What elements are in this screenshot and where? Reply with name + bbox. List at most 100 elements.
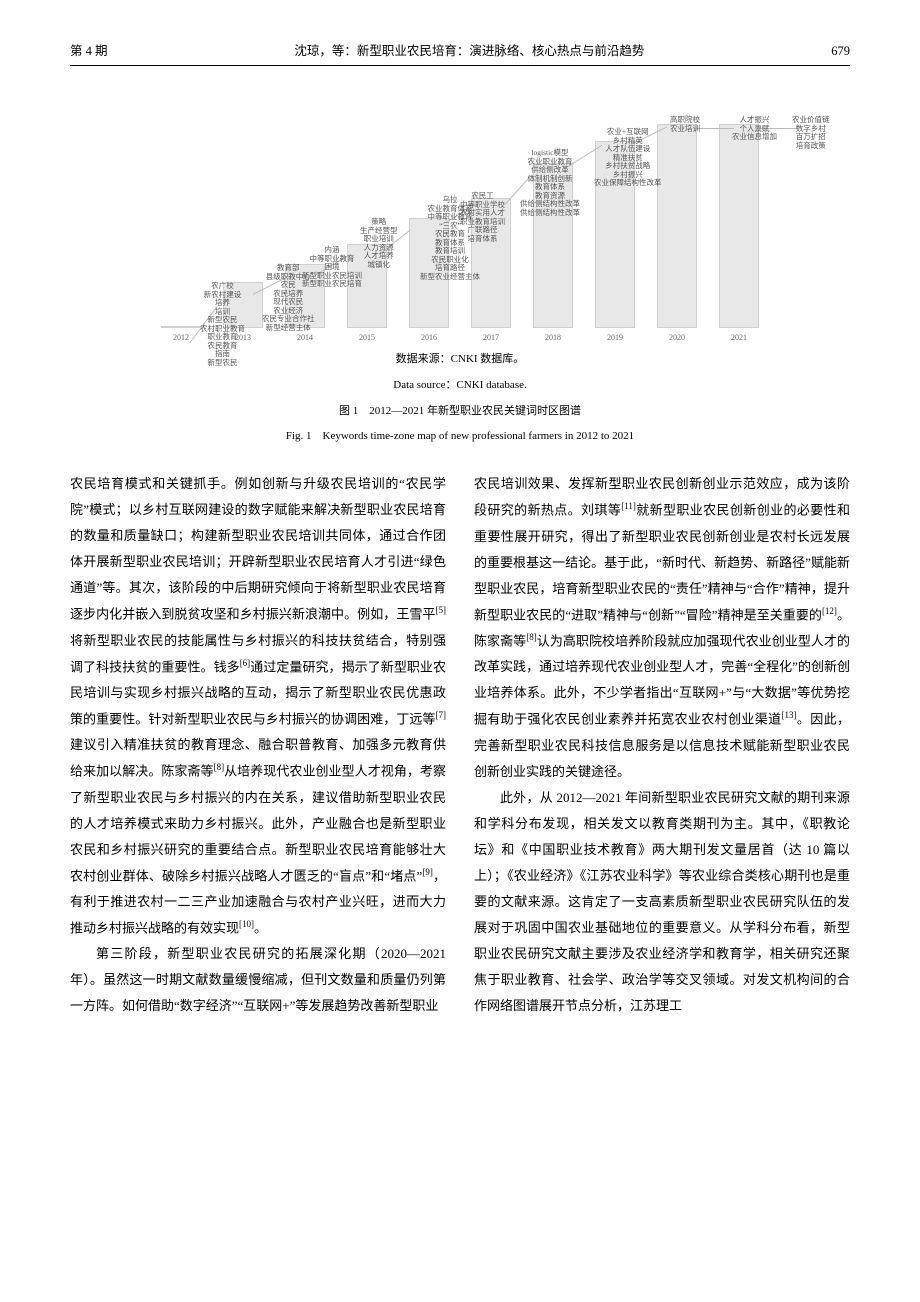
chart-keyword: 人力资源 [360, 244, 398, 252]
chart-keyword: 新型职业农民培育 [302, 280, 362, 288]
chart-keyword: 城镇化 [360, 261, 398, 269]
chart-keyword: 百万扩招 [792, 133, 830, 141]
chart-keyword: 策略 [360, 218, 398, 226]
chart-keyword: 职业教育 [200, 333, 245, 341]
chart-keyword: 生产经营型 [360, 227, 398, 235]
chart-keyword-stack: 内涵中等职业教育困境新型职业农民培训新型职业农民培育 [302, 246, 362, 288]
body-para: 农民培育模式和关键抓手。例如创新与升级农民培训的“农民学院”模式；以乡村互联网建… [70, 471, 446, 941]
chart-keyword: 人才队伍建设 [594, 145, 662, 153]
chart-bar [161, 326, 201, 328]
left-column: 农民培育模式和关键抓手。例如创新与升级农民培训的“农民学院”模式；以乡村互联网建… [70, 471, 446, 1019]
citation: [8] [214, 762, 225, 772]
chart-keyword: 精准扶贫 [594, 154, 662, 162]
chart-keyword-stack: 农民工中等职业学校农村实用人才职业教育培训广联路径培育体系 [460, 192, 505, 242]
chart-keyword: 农民职业化 [420, 256, 480, 264]
chart-keyword: 新型经营主体 [262, 324, 315, 332]
chart-keyword-stack: 农业+互联网乡村精英人才队伍建设精准扶贫乡村扶贫战略乡村振兴农业保障结构性改革 [594, 128, 662, 187]
figure-source-cn: 数据来源：CNKI 数据库。 [70, 350, 850, 370]
citation: [10] [239, 919, 254, 929]
year-label: 2019 [607, 334, 623, 342]
chart-keyword: 教育资源 [520, 192, 580, 200]
chart-keyword: 农村职业教育 [200, 325, 245, 333]
page-header: 第 4 期 沈琼，等：新型职业农民培育：演进脉络、核心热点与前沿趋势 679 [70, 40, 850, 66]
chart-keyword: 农业价值链 [792, 116, 830, 124]
body-para: 第三阶段，新型职业农民研究的拓展深化期（2020—2021 年）。虽然这一时期文… [70, 941, 446, 1019]
year-label: 2015 [359, 334, 375, 342]
chart-keyword: 新型农业经营主体 [420, 273, 480, 281]
chart-keyword: logistic模型 [520, 149, 580, 157]
chart-keyword-stack: 高职院校农业培训 [670, 116, 700, 132]
chart-keyword: 培养 [200, 299, 245, 307]
year-label: 2020 [669, 334, 685, 342]
chart-keyword: 培育路径 [420, 264, 480, 272]
chart-keyword-stack: 农业价值链数字乡村百万扩招培育政策 [792, 116, 830, 149]
chart-keyword: 困境 [302, 263, 362, 271]
chart-keyword: 职业培训 [360, 235, 398, 243]
chart-bar [719, 124, 759, 328]
chart-keyword: 农民教育 [200, 342, 245, 350]
year-label: 2017 [483, 334, 499, 342]
chart-keyword: 培育体系 [460, 235, 505, 243]
citation: [9] [422, 867, 433, 877]
chart-keyword: 乡村振兴 [594, 171, 662, 179]
body-para: 此外，从 2012—2021 年间新型职业农民研究文献的期刊来源和学科分布发现，… [474, 785, 850, 1019]
timezone-chart: 2012201320142015201620172018201920202021… [140, 94, 780, 344]
issue-label: 第 4 期 [70, 40, 108, 59]
chart-keyword: 农业培训 [670, 125, 700, 133]
citation: [5] [436, 605, 447, 615]
chart-keyword: 新型职业农民培训 [302, 272, 362, 280]
chart-keyword: 广联路径 [460, 226, 505, 234]
citation: [7] [436, 710, 447, 720]
chart-keyword: 乡村精英 [594, 137, 662, 145]
year-label: 2016 [421, 334, 437, 342]
chart-keyword: 教育培训 [420, 247, 480, 255]
running-title: 沈琼，等：新型职业农民培育：演进脉络、核心热点与前沿趋势 [108, 40, 832, 59]
chart-keyword-stack: 人才振兴个人禀赋农业信息增加 [732, 116, 777, 141]
chart-keyword: 农业保障结构性改革 [594, 179, 662, 187]
chart-keyword: 农民工 [460, 192, 505, 200]
chart-keyword: 乡村扶贫战略 [594, 162, 662, 170]
page-number: 679 [831, 44, 850, 59]
chart-keyword: 农业经济 [262, 307, 315, 315]
chart-keyword: 农业信息增加 [732, 133, 777, 141]
citation: [8] [526, 632, 537, 642]
chart-keyword: 人才培养 [360, 252, 398, 260]
right-column: 农民培训效果、发挥新型职业农民创新创业示范效应，成为该阶段研究的新热点。刘琪等[… [474, 471, 850, 1019]
chart-keyword: 中等职业学校 [460, 201, 505, 209]
figure-title-cn: 图 1 2012—2021 年新型职业农民关键词时区图谱 [70, 402, 850, 422]
figure-1: 2012201320142015201620172018201920202021… [70, 94, 850, 447]
chart-keyword: 农广校 [200, 282, 245, 290]
chart-keyword: 农业+互联网 [594, 128, 662, 136]
chart-bar [657, 124, 697, 328]
chart-keyword: 农村实用人才 [460, 209, 505, 217]
chart-keyword: 体制机制创新 [520, 175, 580, 183]
year-label: 2021 [731, 334, 747, 342]
chart-keyword: 新农村建设 [200, 291, 245, 299]
chart-keyword: 新型农民 [200, 316, 245, 324]
chart-keyword: 内涵 [302, 246, 362, 254]
chart-keyword: 人才振兴 [732, 116, 777, 124]
chart-keyword: 数字乡村 [792, 125, 830, 133]
figure-title-en: Fig. 1 Keywords time-zone map of new pro… [70, 427, 850, 447]
chart-keyword-stack: 策略生产经营型职业培训人力资源人才培养城镇化 [360, 218, 398, 268]
citation: [11] [621, 501, 636, 511]
chart-keyword: 中等职业教育 [302, 255, 362, 263]
figure-source-en: Data source：CNKI database. [70, 376, 850, 396]
chart-keyword: 培训 [200, 308, 245, 316]
chart-keyword: 现代农民 [262, 298, 315, 306]
chart-keyword: 供给侧结构性改革 [520, 209, 580, 217]
chart-keyword: 农民培养 [262, 290, 315, 298]
chart-keyword: 职业教育培训 [460, 218, 505, 226]
chart-keyword: 个人禀赋 [732, 125, 777, 133]
year-label: 2018 [545, 334, 561, 342]
chart-connector-line [694, 128, 734, 129]
body-text: 农民培育模式和关键抓手。例如创新与升级农民培训的“农民学院”模式；以乡村互联网建… [70, 471, 850, 1019]
year-label: 2012 [173, 334, 189, 342]
citation: [6] [240, 658, 251, 668]
chart-keyword-stack: logistic模型农业职业教育供给侧改革体制机制创新教育体系教育资源供给侧结构… [520, 149, 580, 216]
chart-keyword: 新型农民 [200, 359, 245, 367]
chart-keyword: 供给侧改革 [520, 166, 580, 174]
chart-keyword: 培育政策 [792, 142, 830, 150]
chart-keyword: 供给侧结构性改革 [520, 200, 580, 208]
chart-keyword: 教育体系 [520, 183, 580, 191]
